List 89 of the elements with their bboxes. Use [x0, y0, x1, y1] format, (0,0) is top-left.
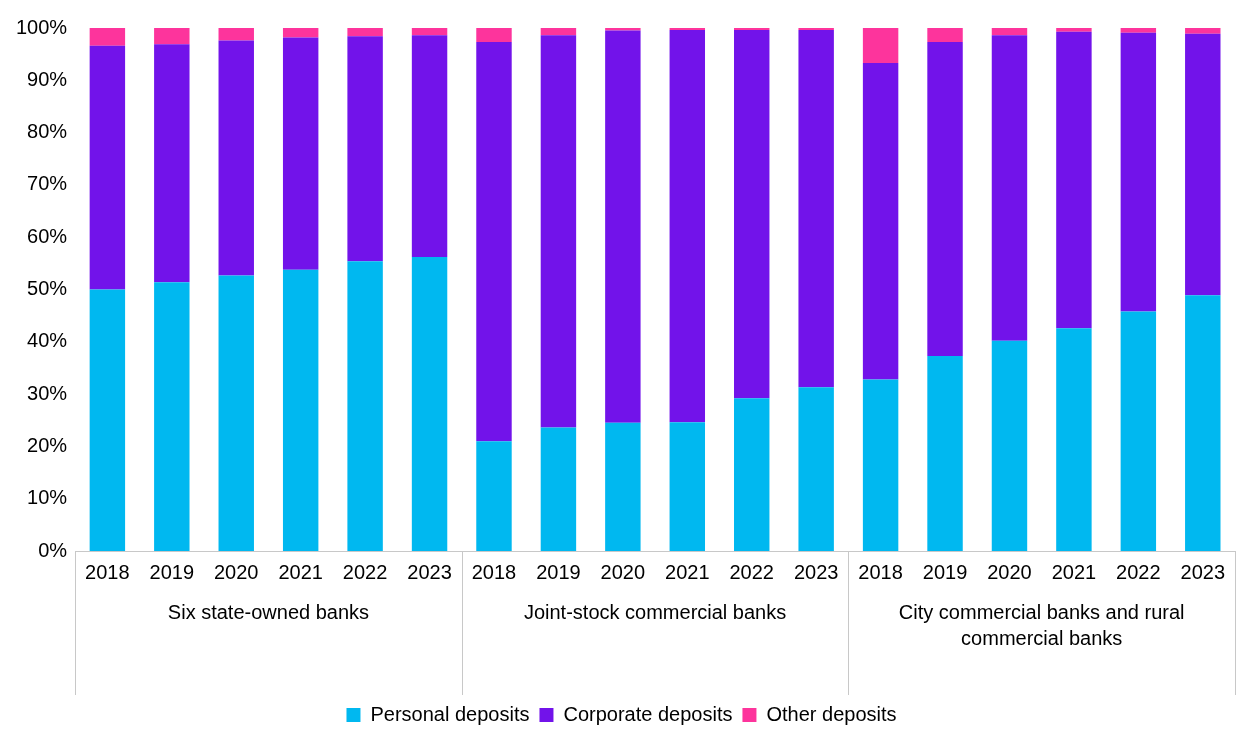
y-tick-label: 20% [27, 433, 68, 456]
x-tick-label: 2021 [1051, 560, 1097, 583]
x-tick-label: 2019 [536, 560, 581, 583]
x-tick-label: 2022 [729, 560, 774, 583]
bar [605, 30, 641, 423]
text: City commercial banks and rural commercial banks [898, 600, 1185, 649]
x-tick-label: 2022 [1116, 560, 1161, 583]
x-tick-label: 2018 [85, 560, 130, 583]
bar [154, 282, 190, 551]
bar [89, 289, 126, 551]
y-tick-label: 100% [16, 15, 68, 38]
x-tick-label: 2020 [213, 560, 259, 583]
bar [1185, 33, 1221, 296]
y-tick-label: 40% [27, 329, 68, 352]
bar [798, 387, 834, 551]
bar [1120, 28, 1157, 33]
bar [154, 28, 190, 45]
legend-label: Personal deposits [370, 702, 530, 725]
bar [89, 45, 126, 290]
y-tick-label: 60% [27, 224, 68, 247]
bar [154, 44, 190, 283]
bar [218, 28, 254, 41]
y-tick-label: 10% [27, 486, 68, 509]
legend-label: Corporate deposits [563, 702, 733, 725]
bar [411, 35, 448, 258]
bar [540, 35, 577, 428]
y-tick-label: 0% [38, 538, 68, 561]
x-tick-label: 2023 [793, 560, 839, 583]
bar [1185, 295, 1221, 551]
x-tick-label: 2018 [858, 560, 903, 583]
text: Six state-owned banks [167, 600, 370, 623]
bar [991, 28, 1028, 36]
bar [862, 63, 899, 380]
bar [734, 398, 770, 551]
bar [798, 28, 834, 31]
x-tick-label: 2023 [407, 560, 452, 583]
bar [476, 441, 512, 551]
bar [347, 261, 383, 551]
bar [605, 422, 641, 551]
text: Joint-stock commercial banks [523, 600, 787, 623]
bar [540, 28, 577, 36]
bar [669, 28, 706, 31]
bar [927, 355, 963, 551]
y-tick-label: 50% [27, 277, 68, 300]
bar [347, 28, 383, 37]
bar [1056, 31, 1092, 329]
x-tick-label: 2019 [149, 560, 195, 583]
bar [991, 340, 1028, 551]
y-tick-label: 70% [27, 172, 68, 195]
bar [282, 269, 319, 551]
bar [347, 36, 383, 262]
bar [1185, 28, 1221, 34]
x-tick-label: 2019 [922, 560, 968, 583]
x-tick-label: 2021 [278, 560, 323, 583]
bar [282, 37, 319, 270]
bar [927, 42, 963, 356]
bar [540, 427, 577, 551]
bar [218, 40, 254, 276]
x-tick-label: 2021 [665, 560, 710, 583]
bar [1056, 328, 1092, 551]
y-tick-label: 30% [27, 381, 68, 404]
bar [1120, 32, 1157, 312]
bar [734, 30, 770, 399]
y-tick-label: 80% [27, 120, 68, 143]
bar [605, 28, 641, 31]
bar [476, 42, 512, 442]
bar [411, 257, 448, 551]
bar [1120, 311, 1157, 551]
bar [927, 28, 963, 43]
x-tick-label: 2022 [342, 560, 388, 583]
bar [89, 28, 126, 46]
bar [862, 28, 899, 64]
bar [476, 28, 512, 43]
bar [734, 28, 770, 31]
y-tick-label: 90% [27, 67, 68, 90]
bar [862, 379, 899, 551]
bar [411, 28, 448, 36]
x-tick-label: 2020 [987, 560, 1032, 583]
bar [991, 35, 1028, 341]
x-tick-label: 2020 [600, 560, 646, 583]
bar [218, 275, 254, 551]
bar [669, 30, 706, 423]
x-tick-label: 2023 [1180, 560, 1226, 583]
x-tick-label: 2018 [471, 560, 517, 583]
bar [1056, 28, 1092, 32]
bar [798, 30, 834, 388]
bar [282, 28, 319, 38]
legend-label: Other deposits [766, 702, 897, 725]
bar [669, 422, 706, 551]
